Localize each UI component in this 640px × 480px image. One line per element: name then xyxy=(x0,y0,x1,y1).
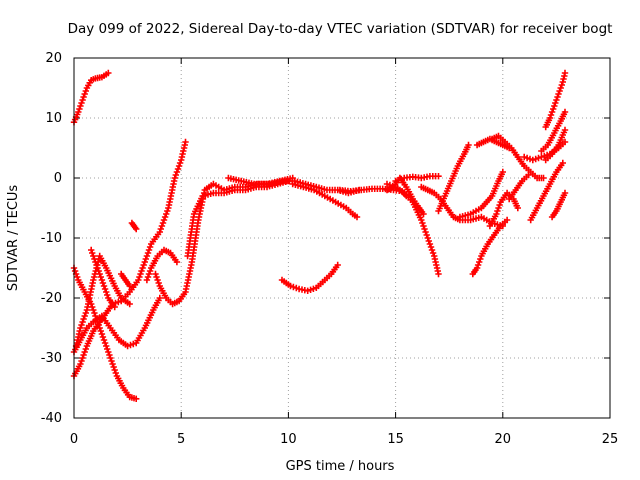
y-tick-label: -10 xyxy=(41,231,62,246)
data-marker-plus xyxy=(488,132,547,182)
y-tick-label: -30 xyxy=(41,351,62,366)
data-marker-plus xyxy=(392,173,442,185)
chart-title: Day 099 of 2022, Sidereal Day-to-day VTE… xyxy=(68,21,613,37)
y-axis-label: SDTVAR / TECUs xyxy=(6,185,21,292)
y-tick-label: -20 xyxy=(41,291,62,306)
x-tick-label: 25 xyxy=(602,432,619,447)
series-arc-af xyxy=(542,126,569,164)
series-arc-y xyxy=(488,132,547,182)
series-arc-l xyxy=(225,174,296,188)
series-arc-p xyxy=(383,180,442,278)
x-axis-label: GPS time / hours xyxy=(286,459,395,474)
series-arc-z xyxy=(506,171,532,203)
data-marker-plus xyxy=(548,189,569,221)
data-marker-plus xyxy=(542,69,569,131)
grid xyxy=(74,58,610,418)
series-arc-k xyxy=(184,177,292,260)
series-arc-t xyxy=(435,141,472,215)
y-tick-label: -40 xyxy=(41,411,62,426)
data-marker-plus xyxy=(435,141,472,215)
y-tick-labels: 20 10 0 -10 -20 -30 -40 xyxy=(41,51,62,426)
data-marker-plus xyxy=(527,159,566,224)
data-marker-plus xyxy=(143,246,181,284)
data-marker-plus xyxy=(278,261,341,294)
series-arc-a xyxy=(70,69,112,126)
data-marker-plus xyxy=(456,168,506,221)
plot-frame xyxy=(73,57,611,419)
series-arc-h xyxy=(128,219,140,233)
y-tick-label: 20 xyxy=(45,51,62,66)
data-marker-plus xyxy=(118,270,133,290)
series-arc-r xyxy=(392,173,442,185)
series-arc-m xyxy=(278,261,341,294)
data-marker-plus xyxy=(542,126,569,164)
x-tick-label: 10 xyxy=(280,432,297,447)
x-tick-label: 0 xyxy=(70,432,78,447)
series-arc-ae xyxy=(542,69,569,131)
series-arc-f xyxy=(88,246,118,311)
data-marker-plus xyxy=(128,219,140,233)
y-tick-label: 0 xyxy=(54,171,62,186)
x-tick-label: 5 xyxy=(177,432,185,447)
y-tick-label: 10 xyxy=(45,111,62,126)
series-arc-g xyxy=(118,270,133,290)
data-marker-plus xyxy=(88,246,118,311)
series-arc-i xyxy=(143,246,181,284)
data-marker-plus xyxy=(506,171,532,203)
series-arc-v xyxy=(469,216,511,278)
x-tick-label: 20 xyxy=(495,432,512,447)
data-series xyxy=(70,69,569,402)
data-marker-plus xyxy=(538,108,569,155)
data-marker-plus xyxy=(184,177,292,260)
data-marker-plus xyxy=(70,69,112,126)
series-arc-ac xyxy=(527,159,566,224)
series-arc-n xyxy=(289,180,361,221)
data-marker-plus xyxy=(469,216,511,278)
data-marker-plus xyxy=(289,180,361,221)
series-arc-u xyxy=(456,168,506,221)
series-arc-ab xyxy=(538,108,569,155)
x-tick-label: 15 xyxy=(387,432,404,447)
x-tick-labels: 0 5 10 15 20 25 xyxy=(70,432,618,447)
series-arc-ad xyxy=(548,189,569,221)
data-marker-plus xyxy=(225,174,296,188)
data-marker-plus xyxy=(383,180,442,278)
